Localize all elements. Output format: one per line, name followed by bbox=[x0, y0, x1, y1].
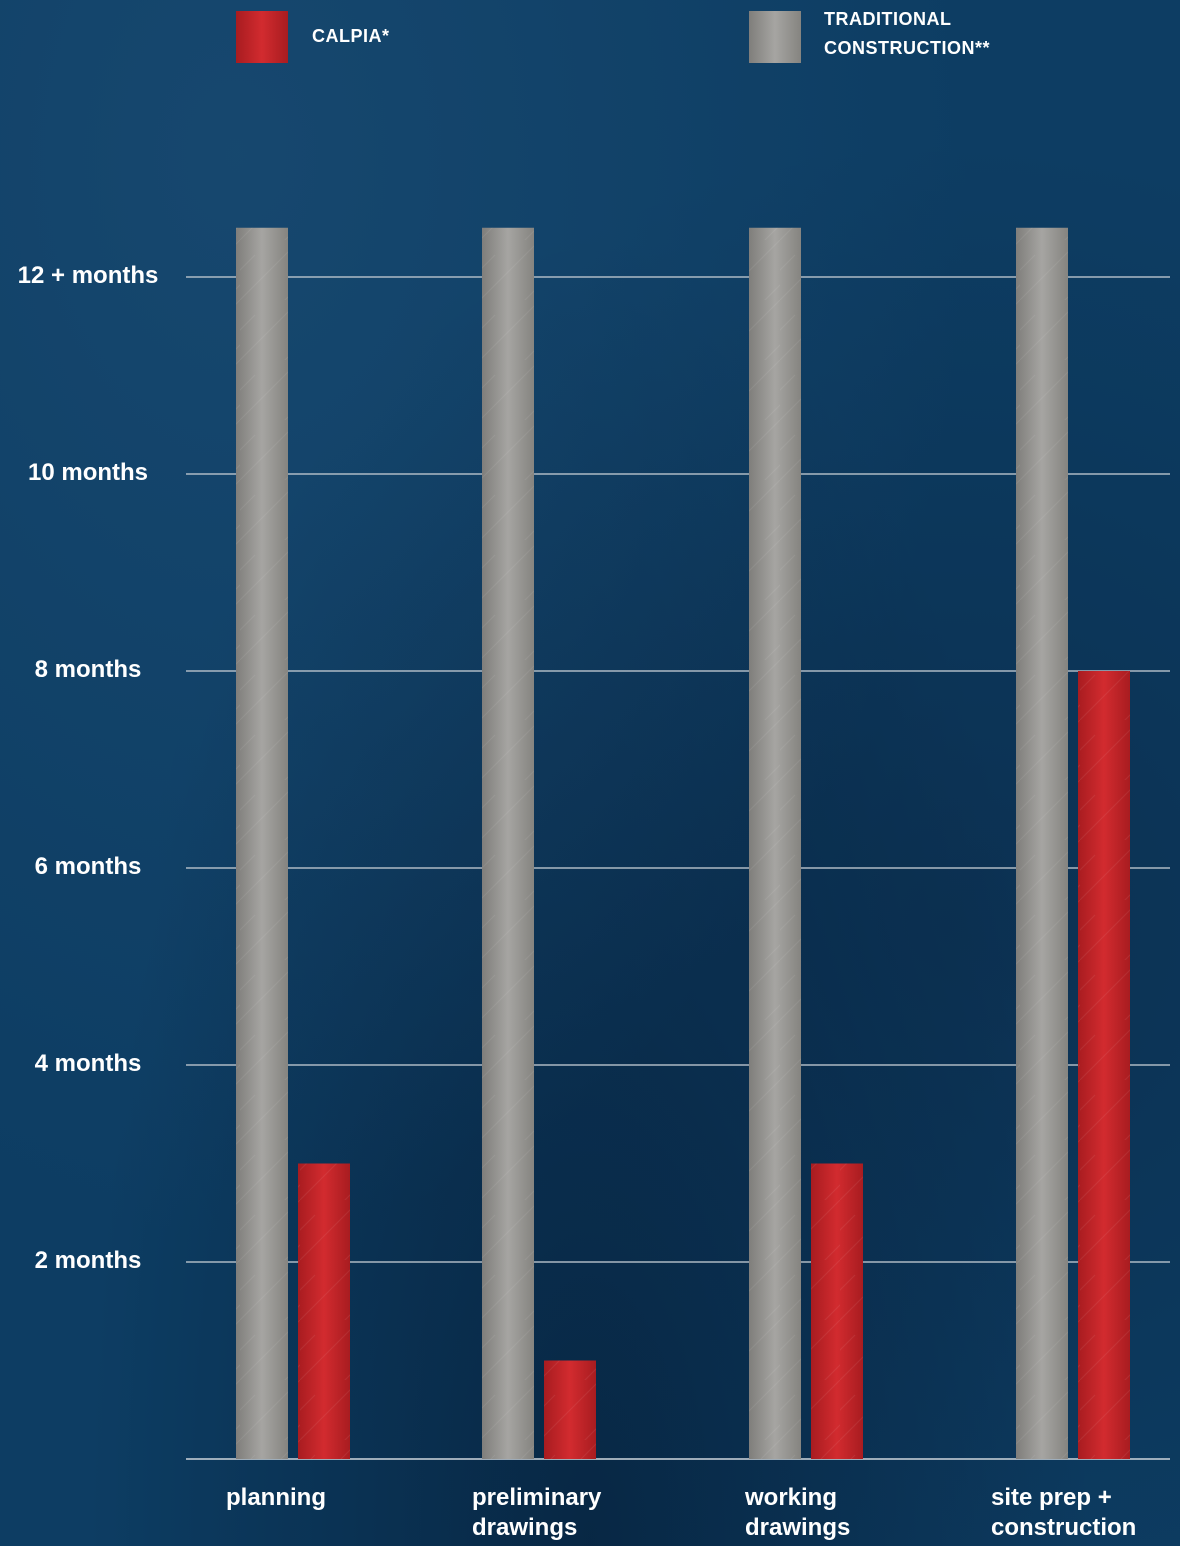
y-tick-label: 4 months bbox=[34, 1050, 142, 1077]
bar-texture bbox=[298, 1163, 350, 1459]
y-tick-label: 12 + months bbox=[17, 262, 159, 289]
legend-label-calpia: CALPIA* bbox=[312, 26, 390, 46]
x-category-label: preliminary drawings bbox=[472, 1484, 602, 1541]
x-category-label: planning bbox=[226, 1484, 326, 1511]
y-tick-label: 6 months bbox=[34, 853, 142, 880]
x-category-label: working drawings bbox=[745, 1484, 851, 1541]
legend-swatch-traditional bbox=[749, 11, 801, 63]
y-tick-label: 8 months bbox=[34, 656, 142, 683]
bar-texture bbox=[544, 1360, 596, 1459]
bar-texture bbox=[1016, 227, 1068, 1459]
legend-label-traditional: TRADITIONAL CONSTRUCTION** bbox=[824, 9, 991, 58]
legend-swatch-calpia bbox=[236, 11, 288, 63]
y-tick-label: 10 months bbox=[27, 459, 149, 486]
bar-texture bbox=[749, 227, 801, 1459]
bar-texture bbox=[482, 227, 534, 1459]
bar-texture bbox=[236, 227, 288, 1459]
bars bbox=[236, 227, 1130, 1459]
x-category-label: site prep + construction bbox=[991, 1484, 1137, 1541]
y-tick-label: 2 months bbox=[34, 1247, 142, 1274]
bar-texture bbox=[811, 1163, 863, 1459]
bar-texture bbox=[1078, 671, 1130, 1459]
